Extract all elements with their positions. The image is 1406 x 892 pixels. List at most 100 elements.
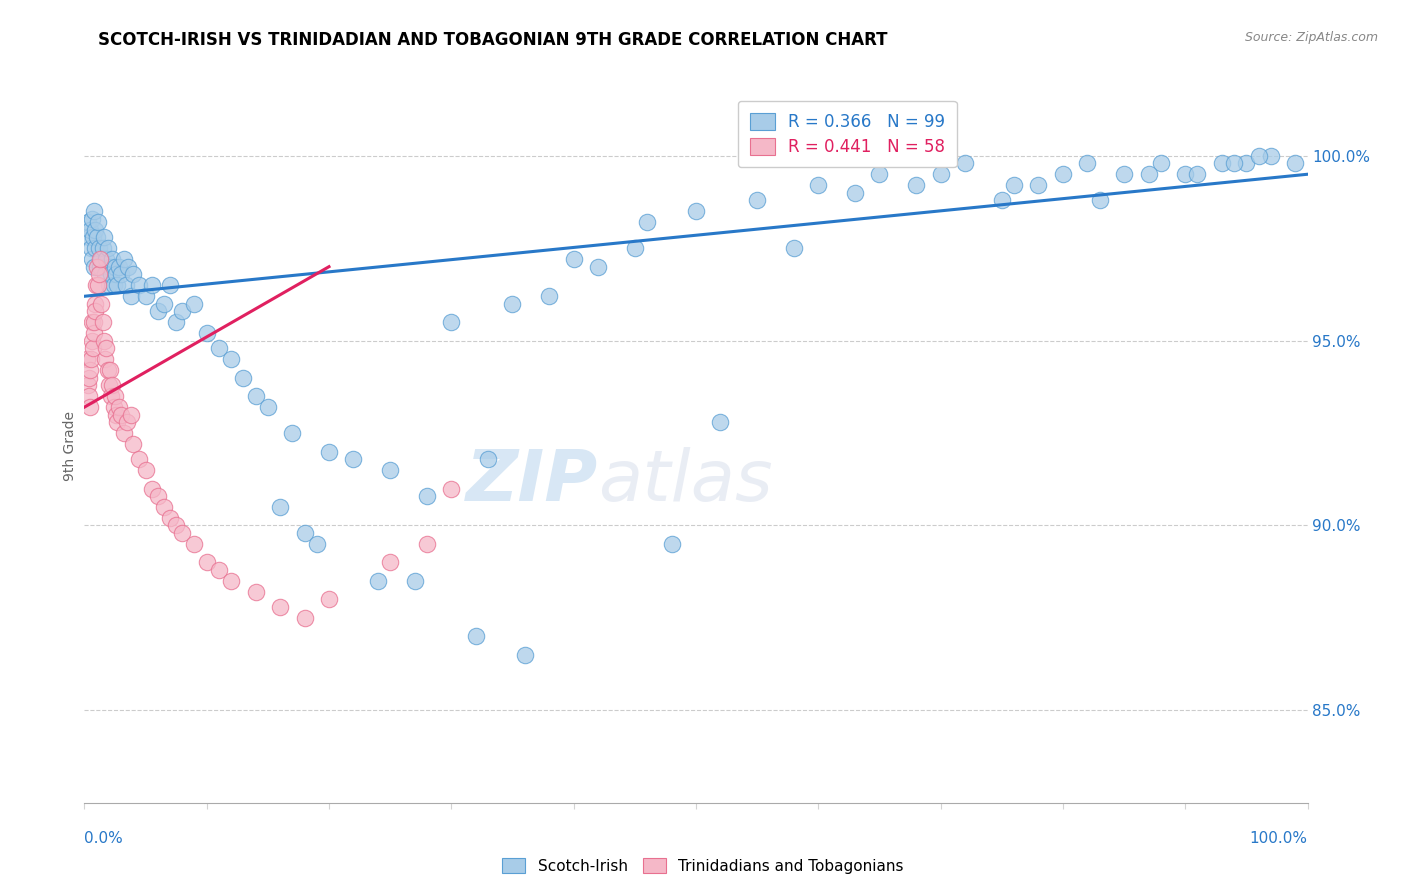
Point xyxy=(83,315,105,329)
Point xyxy=(83,326,105,341)
Point xyxy=(586,260,609,274)
Point xyxy=(105,408,128,422)
Point xyxy=(110,267,132,281)
Point xyxy=(342,452,364,467)
Point xyxy=(135,289,157,303)
Text: ZIP: ZIP xyxy=(465,447,598,516)
Point xyxy=(1187,167,1209,181)
Point xyxy=(305,537,328,551)
Point xyxy=(1211,156,1233,170)
Point xyxy=(165,315,187,329)
Point xyxy=(93,334,115,348)
Point xyxy=(747,193,769,207)
Point xyxy=(89,260,111,274)
Point xyxy=(318,592,340,607)
Point xyxy=(269,500,291,514)
Point xyxy=(96,252,118,267)
Point xyxy=(1174,167,1197,181)
Point xyxy=(146,304,169,318)
Legend: R = 0.366   N = 99, R = 0.441   N = 58: R = 0.366 N = 99, R = 0.441 N = 58 xyxy=(738,101,956,168)
Point xyxy=(636,215,658,229)
Point xyxy=(1284,156,1306,170)
Point xyxy=(562,252,585,267)
Point xyxy=(153,500,176,514)
Point xyxy=(77,389,100,403)
Point xyxy=(110,408,132,422)
Point xyxy=(122,267,145,281)
Point xyxy=(117,260,139,274)
Point xyxy=(159,511,181,525)
Point xyxy=(115,278,138,293)
Point xyxy=(104,260,127,274)
Point xyxy=(416,537,439,551)
Point xyxy=(80,352,103,367)
Point xyxy=(83,260,105,274)
Point xyxy=(477,452,499,467)
Point xyxy=(513,648,536,662)
Point xyxy=(103,400,125,414)
Point xyxy=(269,599,291,614)
Point xyxy=(87,267,110,281)
Point xyxy=(159,278,181,293)
Point xyxy=(1052,167,1074,181)
Point xyxy=(208,563,231,577)
Point xyxy=(120,289,142,303)
Point xyxy=(1223,156,1246,170)
Point xyxy=(128,278,150,293)
Text: 100.0%: 100.0% xyxy=(1250,831,1308,847)
Point xyxy=(183,537,205,551)
Point xyxy=(77,230,100,244)
Point xyxy=(105,267,128,281)
Point xyxy=(624,241,647,255)
Point xyxy=(294,611,316,625)
Point xyxy=(120,408,142,422)
Point xyxy=(1236,156,1258,170)
Point xyxy=(105,415,128,429)
Point xyxy=(94,352,117,367)
Point xyxy=(245,389,267,403)
Point xyxy=(77,370,100,384)
Point xyxy=(146,489,169,503)
Point xyxy=(87,215,110,229)
Point xyxy=(294,525,316,540)
Point xyxy=(107,260,129,274)
Point xyxy=(141,278,163,293)
Point xyxy=(844,186,866,200)
Point xyxy=(869,167,891,181)
Point xyxy=(195,556,218,570)
Point xyxy=(661,537,683,551)
Point xyxy=(153,296,176,310)
Point xyxy=(91,315,114,329)
Point xyxy=(97,278,120,293)
Text: 0.0%: 0.0% xyxy=(84,831,124,847)
Point xyxy=(100,267,122,281)
Point xyxy=(128,452,150,467)
Point xyxy=(82,341,104,355)
Point xyxy=(685,204,707,219)
Point xyxy=(783,241,806,255)
Point xyxy=(79,223,101,237)
Point xyxy=(709,415,731,429)
Point xyxy=(96,341,118,355)
Point xyxy=(80,334,103,348)
Point xyxy=(905,178,928,193)
Point xyxy=(219,352,242,367)
Y-axis label: 9th Grade: 9th Grade xyxy=(63,411,77,481)
Point xyxy=(1088,193,1111,207)
Point xyxy=(87,278,110,293)
Point xyxy=(404,574,426,588)
Point xyxy=(86,230,108,244)
Point xyxy=(83,223,105,237)
Point xyxy=(101,378,124,392)
Point xyxy=(380,463,402,477)
Point xyxy=(318,444,340,458)
Point xyxy=(172,304,194,318)
Point xyxy=(112,425,135,440)
Point xyxy=(80,241,103,255)
Point xyxy=(83,204,105,219)
Point xyxy=(281,425,304,440)
Point xyxy=(1247,149,1270,163)
Point xyxy=(97,378,120,392)
Point xyxy=(1002,178,1025,193)
Point xyxy=(141,482,163,496)
